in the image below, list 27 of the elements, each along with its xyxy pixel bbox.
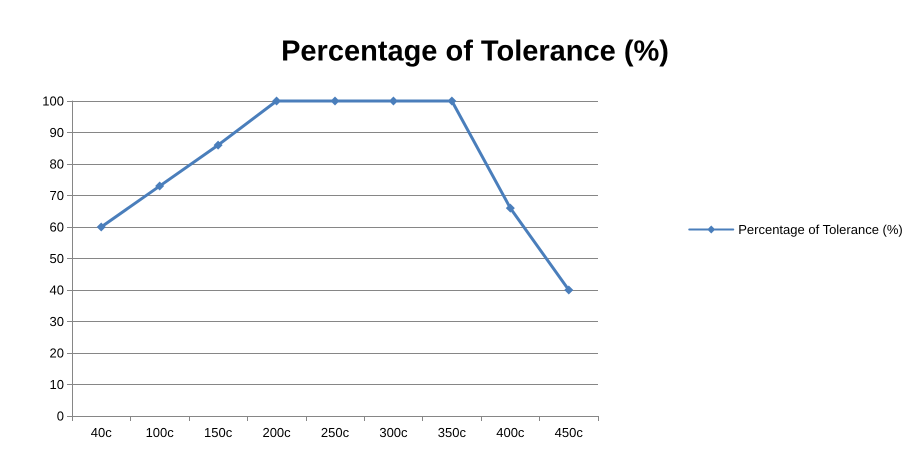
point — [214, 140, 223, 150]
point — [96, 222, 106, 232]
y-tick-label: 90 — [50, 125, 64, 140]
y-tick-label: 50 — [50, 251, 64, 266]
point — [506, 204, 515, 213]
x-tick-label: 40c — [90, 425, 112, 440]
y-tick-label: 40 — [50, 282, 64, 298]
x-tick-label: 100c — [146, 425, 174, 440]
y-tick-label: 60 — [50, 220, 64, 234]
x-tick-label: 400c — [496, 425, 525, 440]
y-tick-label: 30 — [50, 314, 64, 329]
x-tick-label: 300c — [379, 425, 408, 440]
legend-label: Percentage of Tolerance (%) — [738, 222, 903, 237]
x-tick-label: 350c — [438, 425, 466, 440]
chart-title: Percentage of Tolerance (%) — [281, 36, 669, 68]
x-tick-label: 150c — [204, 425, 233, 440]
point — [564, 286, 574, 294]
x-tick-label: 450c — [554, 425, 584, 440]
point — [155, 182, 164, 191]
x-tick-label: 200c — [262, 425, 292, 440]
x-tick-label: 250c — [320, 425, 350, 440]
y-tick-label: 70 — [50, 188, 64, 203]
y-tick-label: 0 — [56, 408, 64, 424]
y-tick-label: 80 — [50, 156, 64, 172]
y-tick-label: 20 — [50, 346, 64, 360]
y-tick-label: 100 — [42, 94, 64, 108]
y-tick-label: 10 — [50, 377, 64, 392]
